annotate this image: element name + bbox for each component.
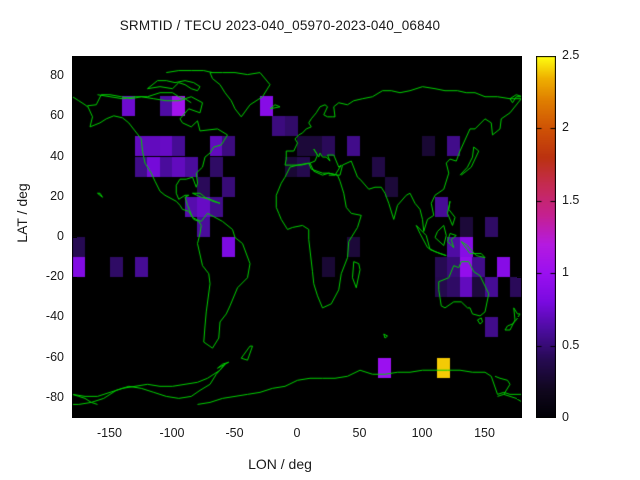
- x-tick-mark: [234, 413, 236, 418]
- y-tick-mark: [72, 156, 77, 158]
- y-tick-label: -80: [45, 389, 64, 404]
- y-tick-label: -40: [45, 309, 64, 324]
- x-axis-label: LON / deg: [248, 456, 312, 472]
- y-tick-mark: [72, 357, 77, 359]
- y-axis-label: LAT / deg: [14, 183, 30, 243]
- colorbar-tick-label: 0: [562, 410, 569, 424]
- page-title: SRMTID / TECU 2023-040_05970-2023-040_06…: [119, 18, 441, 33]
- x-tick-label: 50: [352, 426, 367, 440]
- y-tick-mark: [72, 277, 77, 279]
- y-tick-mark: [72, 397, 77, 399]
- x-tick-label: 0: [293, 426, 301, 440]
- y-tick-mark: [72, 76, 77, 78]
- colorbar-tick-label: 1.5: [562, 192, 580, 207]
- x-tick-mark: [172, 56, 173, 61]
- y-tick-label: 20: [50, 188, 64, 203]
- colorbar-tick-label: 2.5: [562, 48, 580, 62]
- y-tick-mark: [517, 317, 522, 319]
- y-tick-mark: [517, 277, 522, 279]
- y-tick-mark: [517, 237, 522, 238]
- heatmap-plot-area[interactable]: [72, 56, 522, 418]
- x-tick-label: 150: [474, 426, 495, 440]
- x-tick-mark: [359, 56, 361, 61]
- y-tick-mark: [517, 397, 522, 399]
- x-tick-mark: [359, 413, 361, 418]
- x-tick-mark: [109, 56, 111, 61]
- y-tick-mark: [72, 116, 77, 118]
- x-tick-mark: [172, 413, 173, 418]
- y-tick-label: 60: [50, 108, 64, 123]
- x-tick-mark: [422, 56, 423, 61]
- x-tick-mark: [484, 413, 486, 418]
- x-tick-mark: [109, 413, 111, 418]
- y-tick-mark: [517, 116, 522, 118]
- colorbar-tick-label: 1: [562, 265, 569, 280]
- x-tick-label: -50: [225, 426, 244, 440]
- x-tick-mark: [484, 56, 486, 61]
- y-tick-label: 40: [50, 148, 64, 163]
- x-tick-mark: [297, 413, 298, 418]
- y-tick-mark: [517, 357, 522, 359]
- y-tick-label: 0: [57, 229, 64, 243]
- colorbar-tick-label: 0.5: [562, 337, 580, 352]
- y-tick-mark: [72, 237, 77, 238]
- y-tick-mark: [72, 196, 77, 198]
- x-tick-label: 100: [411, 426, 433, 440]
- y-tick-label: 80: [50, 68, 64, 83]
- y-tick-label: -20: [45, 269, 64, 284]
- y-tick-mark: [517, 156, 522, 158]
- colorbar-tick-label: 2: [562, 120, 569, 135]
- x-tick-label: -100: [159, 426, 185, 440]
- y-tick-mark: [517, 196, 522, 198]
- colorbar: [536, 56, 556, 418]
- y-tick-mark: [72, 317, 77, 319]
- x-tick-label: -150: [96, 426, 123, 440]
- x-tick-mark: [297, 56, 298, 61]
- y-tick-label: -60: [45, 349, 64, 364]
- x-tick-mark: [422, 413, 423, 418]
- y-tick-mark: [517, 76, 522, 78]
- x-tick-mark: [234, 56, 236, 61]
